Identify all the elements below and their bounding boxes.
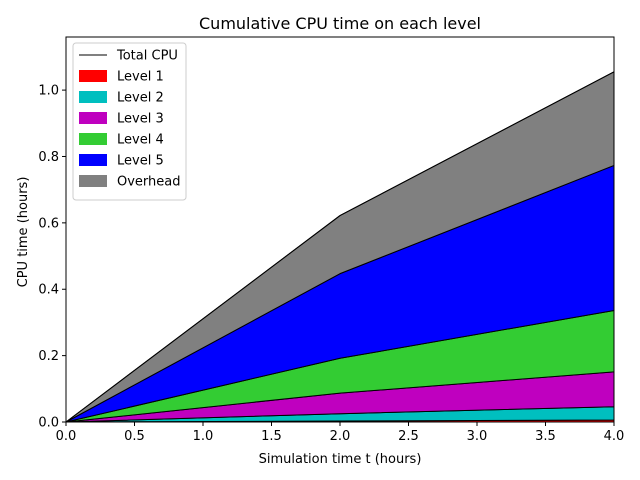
x-axis-title: Simulation time t (hours) (259, 452, 422, 467)
axes: 0.0 0.5 1.0 1.5 2.0 2.5 3.0 3.5 4.0 0.0 0.2 0.4 0.6 0… (38, 36, 625, 444)
x-tick-label: 3.0 (467, 429, 488, 444)
y-tick-label: 0.4 (38, 283, 59, 298)
y-tick-label: 0.2 (38, 349, 59, 364)
total-cpu-line (65, 71, 615, 423)
legend-swatch-level-5 (79, 154, 107, 166)
y-tick-label: 1.0 (38, 84, 59, 99)
legend-label: Level 4 (117, 133, 164, 148)
legend-swatch-level-2 (79, 91, 107, 103)
y-tick-label: 0.8 (38, 150, 59, 165)
legend-swatch-overhead (79, 175, 107, 187)
x-tick-label: 0.5 (124, 429, 145, 444)
legend-label: Total CPU (116, 49, 178, 64)
legend-label: Overhead (117, 175, 181, 190)
x-tick-label: 3.5 (535, 429, 556, 444)
legend-label: Level 5 (117, 154, 164, 169)
x-tick-label: 0.0 (56, 429, 77, 444)
legend-label: Level 1 (117, 70, 164, 85)
legend-swatch-level-1 (79, 70, 107, 82)
x-tick-label: 2.0 (330, 429, 351, 444)
x-tick-label: 1.5 (261, 429, 282, 444)
legend: Total CPU Level 1 Level 2 Level 3 Level 4 Lev… (72, 42, 187, 201)
x-tick-label: 2.5 (398, 429, 419, 444)
legend-label: Level 3 (117, 112, 164, 127)
chart-title: Cumulative CPU time on each level (199, 14, 481, 33)
legend-label: Level 2 (117, 91, 164, 106)
y-axis-title: CPU time (hours) (16, 177, 31, 288)
legend-swatch-level-4 (79, 133, 107, 145)
legend-swatch-level-3 (79, 112, 107, 124)
y-tick-label: 0.6 (38, 216, 59, 231)
y-tick-label: 0.0 (38, 416, 59, 431)
x-tick-label: 4.0 (604, 429, 625, 444)
x-tick-label: 1.0 (193, 429, 214, 444)
